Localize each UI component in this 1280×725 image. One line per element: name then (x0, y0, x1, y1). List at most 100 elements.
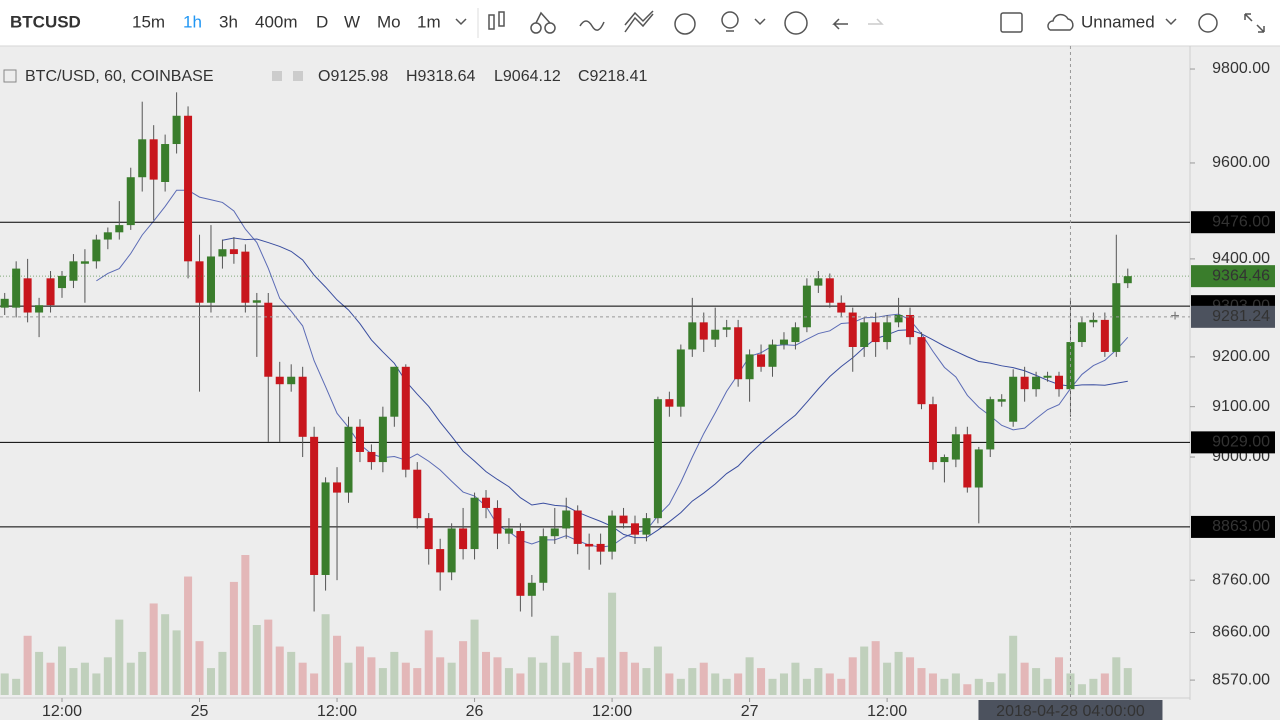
candle-body (264, 302, 273, 377)
volume-bar (860, 646, 869, 695)
interval-button[interactable]: 1h (183, 12, 202, 31)
candle-body (355, 426, 364, 452)
redo-icon[interactable] (868, 18, 884, 25)
candle-body (229, 249, 238, 255)
candle-body (252, 300, 261, 303)
x-tick-label: 12:00 (592, 703, 632, 720)
candle-body (172, 115, 181, 145)
interval-button[interactable]: 1m (417, 12, 441, 31)
candle-body (413, 469, 422, 519)
level-tag (1191, 515, 1275, 538)
volume-bar (35, 651, 44, 695)
volume-bar (287, 651, 296, 695)
line-icon[interactable] (579, 20, 605, 31)
volume-bar (310, 673, 319, 695)
volume-bar (997, 673, 1006, 695)
volume-bar (80, 662, 89, 695)
alert-icon[interactable] (674, 13, 696, 35)
candle-icon[interactable] (488, 11, 505, 30)
layout-name[interactable]: Unnamed (1081, 12, 1155, 31)
undo-icon[interactable] (832, 18, 848, 30)
last-price-label: 9364.46 (1212, 267, 1270, 284)
idea-icon[interactable] (721, 11, 739, 32)
candle-body (894, 314, 903, 323)
compare-icon[interactable] (624, 10, 654, 33)
candle-body (814, 278, 823, 286)
replay-icon[interactable] (784, 11, 808, 35)
candle-body (642, 518, 651, 535)
indicator-icon[interactable] (530, 11, 556, 34)
candle-body (1020, 376, 1029, 390)
interval-button[interactable]: 15m (132, 12, 165, 31)
volume-bar (871, 641, 880, 695)
volume-bar (195, 641, 204, 695)
legend-icon (293, 71, 303, 81)
crosshair-time-tag (978, 700, 1163, 720)
y-tick-label: 8660.00 (1212, 624, 1270, 641)
volume-bar (321, 614, 330, 695)
fullscreen-icon[interactable] (1000, 12, 1023, 33)
volume-bar (1077, 684, 1086, 695)
candle-body (161, 144, 170, 182)
legend-toggle[interactable] (3, 69, 17, 83)
candle-body (310, 436, 319, 575)
legend-value: O9125.98 (318, 68, 388, 85)
y-tick-label: 9200.00 (1212, 348, 1270, 365)
volume-bar (401, 662, 410, 695)
candle-body (333, 482, 342, 493)
volume-bar (206, 668, 215, 695)
interval-button[interactable]: D (316, 12, 328, 31)
candle-body (539, 536, 548, 583)
dropdown-icon[interactable] (455, 18, 467, 26)
interval-button[interactable]: 400m (255, 12, 298, 31)
candle-body (298, 376, 307, 437)
level-tag (1191, 431, 1275, 454)
y-tick-label: 8760.00 (1212, 571, 1270, 588)
candle-body (665, 399, 674, 407)
interval-button[interactable]: 3h (219, 12, 238, 31)
candle-body (1077, 322, 1086, 343)
volume-bar (436, 657, 445, 695)
symbol[interactable]: BTCUSD (10, 12, 81, 31)
volume-bar (825, 673, 834, 695)
volume-bar (241, 555, 250, 695)
volume-bar (779, 673, 788, 695)
volume-bar (516, 673, 525, 695)
candle-body (1100, 319, 1109, 352)
candle-body (573, 510, 582, 544)
volume-bar (688, 668, 697, 695)
volume-bar (791, 662, 800, 695)
candle-body (0, 298, 9, 308)
dropdown-icon[interactable] (754, 18, 766, 26)
candle-body (1032, 376, 1041, 390)
volume-bar (917, 668, 926, 695)
interval-button[interactable]: W (344, 12, 360, 31)
volume-bar (1020, 662, 1029, 695)
volume-bar (527, 657, 536, 695)
x-tick-label: 12:00 (867, 703, 907, 720)
volume-bar (161, 614, 170, 695)
volume-bar (585, 668, 594, 695)
volume-bar (802, 678, 811, 695)
candle-body (115, 225, 124, 233)
volume-bar (149, 603, 158, 695)
settings-icon[interactable] (1198, 13, 1218, 33)
volume-bar (676, 678, 685, 695)
candle-body (206, 256, 215, 303)
volume-bar (103, 657, 112, 695)
candle-body (722, 327, 731, 330)
candle-body (321, 482, 330, 575)
y-tick-label: 9400.00 (1212, 250, 1270, 267)
volume-bar (940, 678, 949, 695)
candle-body (825, 278, 834, 303)
maximize-icon[interactable] (1244, 13, 1265, 33)
candle-body (424, 518, 433, 550)
candle-body (585, 543, 594, 547)
volume-bar (642, 668, 651, 695)
level-label: 9029.00 (1212, 434, 1270, 451)
volume-bar (1009, 635, 1018, 695)
cloud-icon[interactable] (1047, 13, 1074, 31)
dropdown-icon[interactable] (1165, 18, 1177, 26)
candle-body (35, 305, 44, 313)
interval-button[interactable]: Mo (377, 12, 401, 31)
